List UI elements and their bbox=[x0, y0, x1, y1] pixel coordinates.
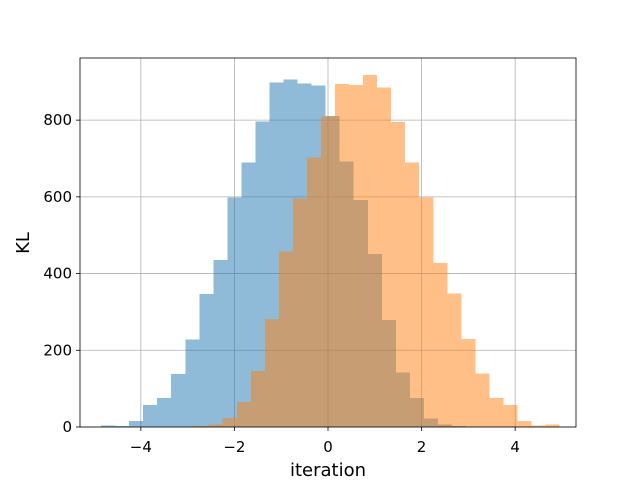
x-axis-label: iteration bbox=[290, 460, 366, 480]
histogram-bar bbox=[545, 424, 560, 427]
histogram-bar bbox=[531, 425, 546, 427]
x-tick-label: 2 bbox=[417, 438, 427, 456]
histogram-bar bbox=[129, 421, 144, 427]
series-2-bars bbox=[194, 74, 560, 428]
histogram-bar bbox=[185, 339, 200, 427]
y-tick-label: 0 bbox=[62, 418, 72, 436]
histogram-bar bbox=[391, 122, 406, 427]
y-tick-label: 600 bbox=[43, 188, 72, 206]
histogram-bar bbox=[213, 259, 228, 427]
histogram-bar bbox=[447, 293, 462, 427]
histogram-bar bbox=[503, 405, 518, 427]
x-tick-label: 4 bbox=[510, 438, 520, 456]
histogram-bar bbox=[489, 398, 504, 427]
histogram-bar bbox=[292, 198, 307, 427]
histogram-bar bbox=[157, 398, 172, 427]
histogram-bar bbox=[475, 373, 490, 427]
histogram-bar bbox=[306, 157, 321, 427]
histogram-bar bbox=[143, 405, 158, 427]
histogram-bar bbox=[199, 293, 214, 427]
y-axis-label: KL bbox=[13, 232, 34, 254]
histogram-bar bbox=[363, 74, 378, 427]
histogram-bar bbox=[278, 251, 293, 427]
axis-tick-labels: −4 −2 0 2 4 0 200 400 600 800 bbox=[43, 111, 520, 456]
histogram-bar bbox=[349, 85, 364, 427]
axis-ticks bbox=[76, 119, 516, 431]
histogram-bar bbox=[405, 162, 420, 427]
histogram-bar bbox=[461, 338, 476, 427]
histogram-bar bbox=[419, 197, 434, 427]
histogram-bar bbox=[335, 84, 350, 427]
histogram-bar bbox=[433, 262, 448, 427]
histogram-bar bbox=[517, 421, 532, 427]
histogram-bar bbox=[101, 425, 116, 427]
histogram-bar bbox=[377, 87, 392, 427]
histogram-bar bbox=[171, 374, 186, 427]
y-tick-label: 400 bbox=[43, 265, 72, 283]
histogram-bar bbox=[241, 162, 256, 427]
x-tick-label: −4 bbox=[130, 438, 152, 456]
x-tick-label: −2 bbox=[223, 438, 245, 456]
histogram-bar bbox=[264, 319, 279, 427]
x-tick-label: 0 bbox=[323, 438, 333, 456]
y-tick-label: 200 bbox=[43, 341, 72, 359]
histogram-bars bbox=[101, 74, 560, 428]
histogram-bar bbox=[227, 197, 242, 427]
histogram-bar bbox=[250, 370, 265, 427]
y-tick-label: 800 bbox=[43, 111, 72, 129]
histogram-bar bbox=[320, 116, 336, 428]
histogram-bar bbox=[222, 417, 237, 427]
histogram-bar bbox=[208, 424, 223, 427]
histogram-bar bbox=[236, 402, 251, 427]
